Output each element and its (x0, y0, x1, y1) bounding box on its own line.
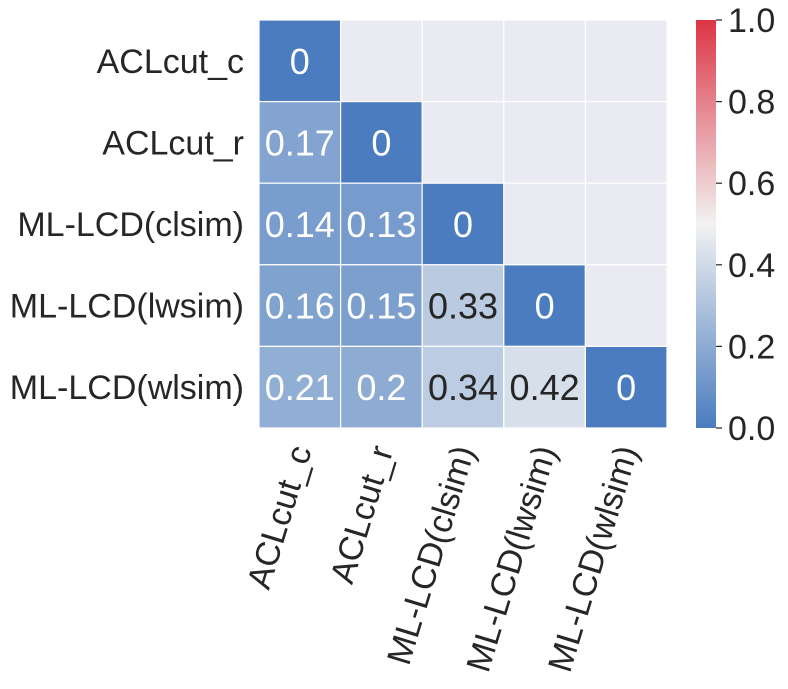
masked-cell (584, 19, 668, 103)
colorbar-tick-label: 0.4 (728, 247, 775, 285)
heatmap-cell (340, 264, 423, 347)
column-labels: ACLcut_c ACLcut_rML-LCD(clsim)ML-LCD(lwsi… (240, 441, 646, 676)
cell-value-label: 0 (453, 204, 473, 245)
cell-value-label: 0.17 (265, 122, 335, 163)
colorbar: 0.0 0.2 0.4 0.6 0.8 1.0 (696, 2, 775, 448)
heatmap-cell (421, 345, 505, 429)
heatmap-cell (340, 100, 423, 184)
row-label: ACLcut_r (102, 124, 244, 162)
heatmap-cell (258, 19, 342, 103)
cell-value-label: 0.21 (265, 367, 335, 408)
cell-value-label: 0.13 (346, 204, 416, 245)
colorbar-tick-label: 0.2 (728, 328, 775, 366)
masked-cell (503, 100, 586, 184)
masked-cell (584, 182, 668, 266)
masked-cell (421, 19, 505, 103)
masked-cell (584, 100, 668, 184)
row-labels: ACLcut_c ACLcut_r ML-LCD(clsim) ML-LCD(lwsi… (10, 43, 244, 407)
row-label: ML-LCD(clsim) (17, 206, 244, 244)
colorbar-tick-label: 0.6 (728, 165, 775, 203)
cell-value-label: 0 (535, 286, 555, 327)
masked-cell (584, 264, 668, 347)
row-label: ML-LCD(wlsim) (10, 369, 244, 407)
cell-value-label: 0.42 (510, 367, 580, 408)
row-label: ACLcut_c (97, 43, 244, 81)
masked-cell (421, 100, 505, 184)
colorbar-gradient (696, 20, 716, 428)
column-label: ACLcut_c (240, 441, 319, 593)
heatmap-cell (421, 182, 505, 266)
colorbar-tick-label: 0.0 (728, 410, 775, 448)
heatmap-cell (503, 345, 586, 429)
column-label: ML-LCD(clsim) (380, 441, 483, 669)
heatmap-cell (340, 345, 423, 429)
cell-value-label: 0 (371, 122, 391, 163)
heatmap-cells: 0 0.17 0 0.14 0.13 0 0.16 0.15 0.33 0 0.21 0.2 0.34 0… (258, 19, 668, 429)
heatmap-cell (584, 345, 668, 429)
masked-cell (503, 182, 586, 266)
colorbar-tick-label: 1.0 (728, 2, 775, 40)
cell-value-label: 0.33 (428, 286, 498, 327)
row-label: ML-LCD(lwsim) (10, 288, 244, 326)
cell-value-label: 0 (616, 367, 636, 408)
cell-value-label: 0.16 (265, 286, 335, 327)
heatmap-cell (258, 182, 342, 266)
cell-value-label: 0.15 (346, 286, 416, 327)
heatmap-cell (503, 264, 586, 347)
colorbar-tick-label: 0.8 (728, 84, 775, 122)
column-label: ACLcut_r (323, 441, 401, 588)
cell-value-label: 0 (290, 41, 310, 82)
heatmap-cell (258, 100, 342, 184)
masked-cell (340, 19, 423, 103)
cell-value-label: 0.34 (428, 367, 498, 408)
cell-value-label: 0.2 (356, 367, 406, 408)
cell-value-label: 0.14 (265, 204, 335, 245)
masked-cell (503, 19, 586, 103)
